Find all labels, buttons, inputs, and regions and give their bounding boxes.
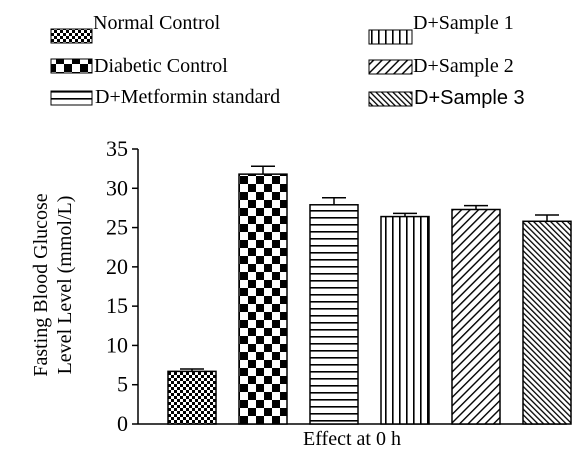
legend-label-sample-2: D+Sample 2: [413, 55, 514, 77]
y-tick-label: 10: [106, 332, 128, 357]
legend-label-diabetic-control: Diabetic Control: [94, 55, 228, 77]
bar-sample-3: [522, 220, 572, 425]
y-axis-label-line1: Fasting Blood Glucose: [30, 193, 52, 376]
legend-label-metformin: D+Metformin standard: [95, 86, 280, 108]
bar-sample-1: [380, 215, 430, 425]
legend-swatch-diabetic-control: [50, 58, 93, 74]
y-tick-label: 35: [106, 136, 128, 161]
y-tick-label: 15: [106, 293, 128, 318]
x-axis-label: Effect at 0 h: [303, 428, 401, 450]
legend-swatch-normal-control: [50, 28, 93, 44]
legend: Normal Control Diabetic Control D+Metfor…: [50, 12, 525, 109]
bar-sample-2: [451, 208, 501, 425]
bar-metformin: [309, 204, 359, 425]
legend-label-sample-3: D+Sample 3: [414, 87, 525, 109]
y-tick-label: 5: [117, 372, 128, 397]
legend-swatch-metformin: [50, 90, 93, 106]
legend-label-sample-1: D+Sample 1: [413, 12, 514, 34]
legend-swatch-sample-3: [368, 91, 413, 107]
legend-label-normal-control: Normal Control: [93, 12, 221, 34]
bars: [167, 165, 572, 425]
bar-normal-control: [167, 370, 217, 425]
y-tick-label: 30: [106, 175, 128, 200]
y-tick-label: 20: [106, 254, 128, 279]
legend-swatch-sample-2: [368, 59, 413, 75]
y-axis-label-line2: Level Level (mmol/L): [54, 196, 76, 375]
y-tick-label: 25: [106, 215, 128, 240]
bar-diabetic-control: [238, 173, 288, 425]
y-tick-label: 0: [117, 411, 128, 436]
legend-swatch-sample-1: [368, 29, 413, 45]
